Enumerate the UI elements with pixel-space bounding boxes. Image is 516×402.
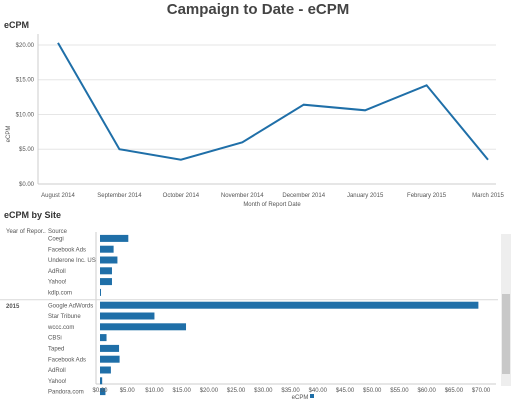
bar-x-tick-label: $10.00 [145, 388, 164, 394]
bar[interactable] [100, 366, 111, 374]
x-tick-label: March 2015 [472, 193, 504, 199]
filter-icon[interactable] [310, 394, 314, 398]
scrollbar-thumb[interactable] [502, 294, 510, 374]
y-axis-label: eCPM [6, 126, 12, 143]
bar[interactable] [100, 312, 155, 320]
bar[interactable] [100, 355, 120, 363]
bar[interactable] [100, 288, 101, 296]
bar-x-tick-label: $20.00 [200, 388, 219, 394]
bar-x-tick-label: $15.00 [172, 388, 191, 394]
bar-x-tick-label: $45.00 [336, 388, 355, 394]
bar[interactable] [100, 377, 103, 385]
bar-x-tick-label: $60.00 [417, 388, 436, 394]
bar-x-tick-label: $25.00 [227, 388, 246, 394]
bar[interactable] [100, 234, 129, 242]
source-label: Google AdWords [48, 303, 93, 309]
source-label: CBSi [48, 336, 62, 342]
x-tick-label: October 2014 [163, 193, 200, 199]
bar[interactable] [100, 388, 106, 396]
x-tick-label: December 2014 [282, 193, 325, 199]
bar-x-tick-label: $40.00 [309, 388, 328, 394]
bar[interactable] [100, 323, 187, 331]
y-tick-label: $0.00 [19, 182, 35, 188]
bar-x-tick-label: $50.00 [363, 388, 382, 394]
bar[interactable] [100, 267, 112, 275]
source-label: AdRoll [48, 368, 66, 374]
x-tick-label: January 2015 [347, 193, 384, 199]
source-label: kdlp.com [48, 291, 72, 297]
source-label: AdRoll [48, 269, 66, 275]
source-label: Facebook Ads [48, 247, 86, 253]
source-label: Yahoo! [48, 379, 67, 385]
bar-chart-section-title: eCPM by Site [4, 210, 62, 220]
bar-x-tick-label: $5.00 [120, 388, 136, 394]
source-label: Star Tribune [48, 314, 81, 320]
y-tick-label: $15.00 [16, 78, 35, 84]
bar-x-tick-label: $70.00 [472, 388, 491, 394]
line-chart-section-title: eCPM [4, 20, 30, 30]
bar-x-tick-label: $35.00 [281, 388, 300, 394]
source-label: Facebook Ads [48, 357, 86, 363]
bar[interactable] [100, 278, 112, 286]
source-label: wccc.com [47, 325, 74, 331]
source-label: Coegi [48, 237, 64, 243]
y-tick-label: $10.00 [16, 112, 35, 118]
source-label: Taped [48, 347, 64, 353]
header-year: Year of Repor.. [6, 229, 46, 235]
source-label: Yahoo! [48, 280, 67, 286]
x-axis-label: Month of Report Date [243, 202, 301, 208]
bar[interactable] [100, 245, 114, 253]
x-tick-label: August 2014 [41, 193, 75, 199]
source-label: Underone Inc. US [48, 258, 96, 264]
x-tick-label: February 2015 [407, 193, 447, 199]
header-source: Source [48, 229, 68, 235]
x-tick-label: September 2014 [97, 193, 142, 199]
page-title: Campaign to Date - eCPM [166, 1, 350, 18]
bar[interactable] [100, 301, 479, 309]
bar[interactable] [100, 344, 120, 352]
line-chart: $0.00 $5.00 $10.00 $15.00 $20.00 August 2014… [6, 34, 505, 208]
bar-x-tick-label: $30.00 [254, 388, 273, 394]
bar-chart: Coegi Facebook Ads Underone Inc. US AdRoll Y… [0, 232, 511, 401]
scrollbar[interactable] [501, 234, 511, 386]
year-label: 2015 [6, 304, 20, 310]
bar-x-tick-label: $55.00 [390, 388, 409, 394]
y-tick-label: $5.00 [19, 147, 35, 153]
bar-x-tick-label: $65.00 [445, 388, 464, 394]
series-line-ecpm [57, 42, 489, 161]
bar[interactable] [100, 256, 118, 264]
y-tick-label: $20.00 [16, 43, 35, 49]
bar[interactable] [100, 334, 107, 342]
x-tick-label: November 2014 [221, 193, 264, 199]
source-label: Pandora.com [48, 390, 84, 396]
bar-x-axis-label: eCPM [292, 395, 309, 401]
bar-x-tick-label: $0.00 [92, 388, 108, 394]
